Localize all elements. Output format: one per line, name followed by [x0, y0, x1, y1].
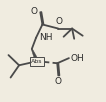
FancyBboxPatch shape	[30, 57, 44, 66]
Text: OH: OH	[70, 54, 84, 63]
Text: O: O	[30, 7, 37, 16]
Text: NH: NH	[39, 33, 52, 42]
Text: O: O	[55, 77, 62, 86]
Text: Abs: Abs	[31, 59, 43, 64]
Text: O: O	[56, 17, 63, 26]
Polygon shape	[31, 49, 39, 62]
